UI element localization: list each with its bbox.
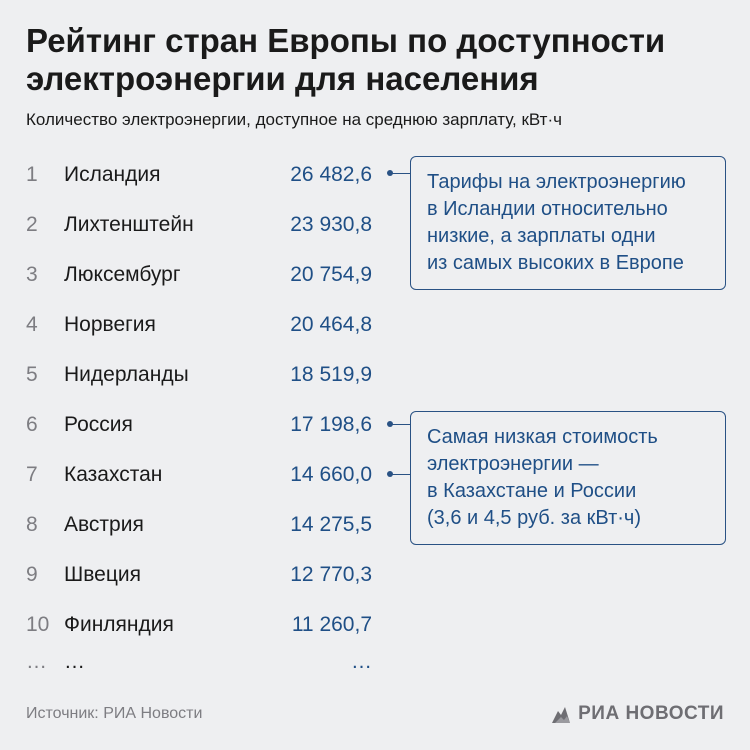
chart-subtitle: Количество электроэнергии, доступное на … xyxy=(26,110,562,129)
rank-ellipsis: … xyxy=(26,650,47,673)
country-label: Лихтенштейн xyxy=(64,213,194,236)
ellipsis-row: … … … xyxy=(0,650,400,673)
rank-label: 4 xyxy=(26,313,38,336)
table-row: 4 Норвегия 20 464,8 xyxy=(0,300,400,350)
ria-logo-icon xyxy=(552,707,571,723)
table-row: 5 Нидерланды 18 519,9 xyxy=(0,350,400,400)
value-label: 14 275,5 xyxy=(290,513,372,536)
country-label: Финляндия xyxy=(64,613,174,636)
chart-title: Рейтинг стран Европы по доступности элек… xyxy=(26,22,666,97)
rank-label: 7 xyxy=(26,463,38,486)
rank-label: 5 xyxy=(26,363,38,386)
note-line: Самая низкая стоимость xyxy=(427,426,658,448)
rank-label: 3 xyxy=(26,263,38,286)
source-label: Источник: РИА Новости xyxy=(26,705,203,722)
country-label: Россия xyxy=(64,413,133,436)
table-row: 2 Лихтенштейн 23 930,8 xyxy=(0,200,400,250)
rank-label: 10 xyxy=(26,613,50,636)
table-row: 9 Швеция 12 770,3 xyxy=(0,550,400,600)
value-label: 12 770,3 xyxy=(290,563,372,586)
logo-text: РИА НОВОСТИ xyxy=(578,703,724,724)
note-line: Тарифы на электроэнергию xyxy=(427,171,686,193)
ria-logo: РИА НОВОСТИ xyxy=(550,700,724,728)
value-label: 23 930,8 xyxy=(290,213,372,236)
table-row: 1 Исландия 26 482,6 xyxy=(0,150,400,200)
rank-label: 2 xyxy=(26,213,38,236)
country-label: Люксембург xyxy=(64,263,181,286)
value-ellipsis: … xyxy=(351,650,372,673)
note-line: в Исландии относительно xyxy=(427,198,668,220)
note-line: из самых высоких в Европе xyxy=(427,252,684,274)
country-label: Норвегия xyxy=(64,313,156,336)
country-label: Австрия xyxy=(64,513,144,536)
note-line: в Казахстане и России xyxy=(427,480,637,502)
note-line: низкие, а зарплаты одни xyxy=(427,225,656,247)
value-label: 14 660,0 xyxy=(290,463,372,486)
value-label: 17 198,6 xyxy=(290,413,372,436)
value-label: 20 464,8 xyxy=(290,313,372,336)
table-row: 7 Казахстан 14 660,0 xyxy=(0,450,400,500)
country-label: Исландия xyxy=(64,163,161,186)
country-label: Нидерланды xyxy=(64,363,189,386)
connector-line xyxy=(390,424,410,425)
value-label: 11 260,7 xyxy=(291,613,372,636)
annotation-iceland: Тарифы на электроэнергию в Исландии отно… xyxy=(410,156,726,290)
country-label: Швеция xyxy=(64,563,141,586)
note-line: (3,6 и 4,5 руб. за кВт·ч) xyxy=(427,507,641,529)
annotation-low-cost: Самая низкая стоимость электроэнергии — … xyxy=(410,411,726,545)
table-row: 10 Финляндия 11 260,7 xyxy=(0,600,400,650)
country-label: Казахстан xyxy=(64,463,163,486)
value-label: 18 519,9 xyxy=(290,363,372,386)
connector-line xyxy=(390,173,410,174)
table-row: 8 Австрия 14 275,5 xyxy=(0,500,400,550)
connector-line xyxy=(390,474,410,475)
table-row: 6 Россия 17 198,6 xyxy=(0,400,400,450)
rank-label: 6 xyxy=(26,413,38,436)
rank-label: 9 xyxy=(26,563,38,586)
value-label: 26 482,6 xyxy=(290,163,372,186)
note-line: электроэнергии — xyxy=(427,453,599,475)
country-ellipsis: … xyxy=(64,650,85,673)
rank-label: 8 xyxy=(26,513,38,536)
value-label: 20 754,9 xyxy=(290,263,372,286)
rank-label: 1 xyxy=(26,163,38,186)
table-row: 3 Люксембург 20 754,9 xyxy=(0,250,400,300)
